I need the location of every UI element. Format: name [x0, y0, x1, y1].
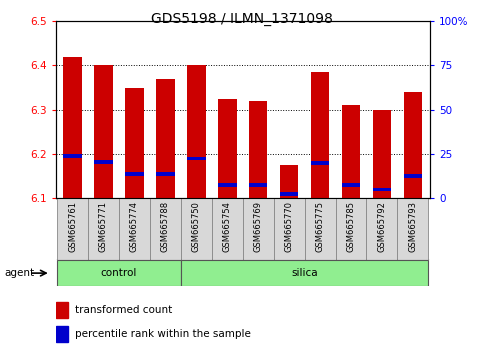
Bar: [373, 188, 391, 191]
Bar: [88, 198, 119, 260]
Text: GDS5198 / ILMN_1371098: GDS5198 / ILMN_1371098: [151, 12, 332, 27]
Bar: [119, 198, 150, 260]
Bar: [274, 198, 305, 260]
Bar: [404, 174, 422, 178]
Bar: [341, 183, 360, 187]
Text: GSM665771: GSM665771: [99, 201, 108, 252]
Text: GSM665775: GSM665775: [315, 201, 325, 252]
Bar: [398, 198, 428, 260]
Bar: [242, 198, 274, 260]
Bar: [187, 65, 206, 198]
Bar: [187, 156, 206, 160]
Bar: [181, 260, 428, 286]
Bar: [63, 154, 82, 158]
Bar: [181, 198, 212, 260]
Bar: [94, 160, 113, 164]
Bar: [311, 161, 329, 165]
Text: transformed count: transformed count: [75, 305, 172, 315]
Bar: [341, 105, 360, 198]
Bar: [125, 172, 144, 176]
Bar: [311, 72, 329, 198]
Bar: [249, 101, 268, 198]
Bar: [249, 183, 268, 187]
Bar: [125, 87, 144, 198]
Bar: [404, 92, 422, 198]
Text: GSM665788: GSM665788: [161, 201, 170, 252]
Bar: [373, 110, 391, 198]
Bar: [56, 302, 68, 318]
Bar: [57, 198, 88, 260]
Bar: [280, 165, 298, 198]
Bar: [156, 172, 175, 176]
Bar: [56, 326, 68, 342]
Bar: [94, 65, 113, 198]
Bar: [218, 183, 237, 187]
Text: GSM665774: GSM665774: [130, 201, 139, 252]
Bar: [57, 260, 181, 286]
Text: agent: agent: [5, 268, 35, 278]
Text: GSM665792: GSM665792: [377, 201, 386, 252]
Bar: [150, 198, 181, 260]
Text: GSM665770: GSM665770: [284, 201, 294, 252]
Bar: [305, 198, 336, 260]
Text: GSM665761: GSM665761: [68, 201, 77, 252]
Text: GSM665769: GSM665769: [254, 201, 263, 252]
Bar: [367, 198, 398, 260]
Bar: [63, 57, 82, 198]
Text: GSM665785: GSM665785: [346, 201, 355, 252]
Text: control: control: [101, 268, 137, 278]
Text: percentile rank within the sample: percentile rank within the sample: [75, 329, 251, 339]
Text: GSM665793: GSM665793: [408, 201, 417, 252]
Text: GSM665750: GSM665750: [192, 201, 201, 252]
Bar: [336, 198, 367, 260]
Text: GSM665754: GSM665754: [223, 201, 232, 252]
Bar: [280, 192, 298, 195]
Bar: [218, 99, 237, 198]
Bar: [156, 79, 175, 198]
Bar: [212, 198, 242, 260]
Text: silica: silica: [291, 268, 318, 278]
